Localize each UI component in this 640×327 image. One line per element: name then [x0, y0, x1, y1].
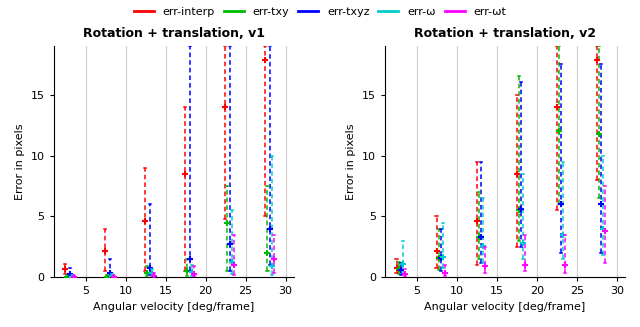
Title: Rotation + translation, v2: Rotation + translation, v2	[414, 27, 596, 41]
Y-axis label: Error in pixels: Error in pixels	[346, 123, 356, 200]
Legend: err-interp, err-txy, err-txyz, err-ω, err-ωt: err-interp, err-txy, err-txyz, err-ω, er…	[129, 2, 511, 21]
Y-axis label: Error in pixels: Error in pixels	[15, 123, 25, 200]
X-axis label: Angular velocity [deg/frame]: Angular velocity [deg/frame]	[93, 302, 254, 312]
X-axis label: Angular velocity [deg/frame]: Angular velocity [deg/frame]	[424, 302, 586, 312]
Title: Rotation + translation, v1: Rotation + translation, v1	[83, 27, 264, 41]
